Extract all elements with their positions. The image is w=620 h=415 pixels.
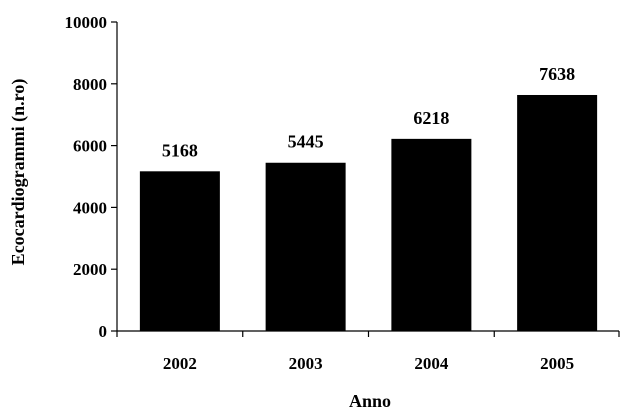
data-label-2002: 5168: [162, 140, 198, 160]
labels-layer: 5168 2002 5445 2003 6218 2004 7638 2005 0 2000 400…: [65, 13, 576, 373]
data-label-2005: 7638: [539, 64, 575, 84]
y-axis-title: Ecocardiogrammi (n.ro): [8, 79, 29, 266]
y-tick-label-4000: 4000: [73, 198, 107, 217]
data-label-2003: 5445: [288, 132, 324, 152]
y-tick-label-8000: 8000: [73, 75, 107, 94]
x-tick-label-2003: 2003: [289, 354, 323, 373]
x-tick-label-2004: 2004: [414, 354, 449, 373]
x-tick-label-2005: 2005: [540, 354, 574, 373]
bar-2005: [517, 94, 598, 331]
y-tick-label-0: 0: [99, 322, 108, 341]
x-tick-label-2002: 2002: [163, 354, 197, 373]
bar-2004: [391, 138, 472, 331]
bar-2003: [265, 162, 346, 331]
y-tick-label-10000: 10000: [65, 13, 108, 32]
x-axis-title: Anno: [349, 391, 391, 411]
data-label-2004: 6218: [413, 108, 449, 128]
y-tick-label-2000: 2000: [73, 260, 107, 279]
axes-layer: [111, 21, 620, 337]
bar-2002: [139, 171, 220, 331]
bars-layer: [139, 94, 598, 331]
y-tick-label-6000: 6000: [73, 137, 107, 156]
